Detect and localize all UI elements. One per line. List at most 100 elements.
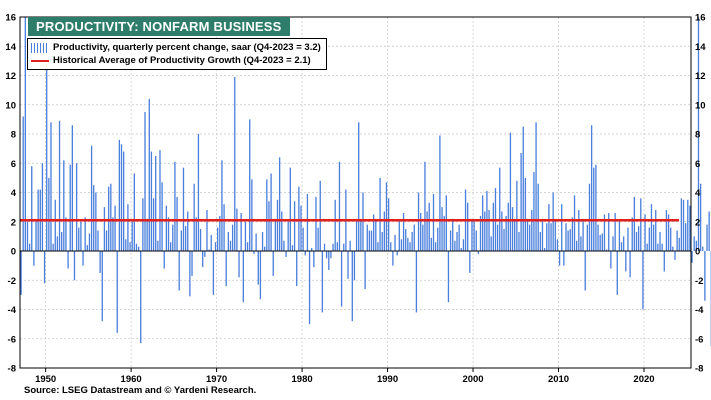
bar	[114, 205, 116, 251]
bar	[31, 166, 33, 251]
y-tick-label-right: 14	[695, 42, 706, 53]
bar	[332, 243, 334, 251]
x-tick-label: 2020	[633, 374, 654, 385]
bar	[422, 224, 424, 251]
chart-title: PRODUCTIVITY: NONFARM BUSINESS	[28, 17, 290, 36]
bar	[415, 251, 418, 313]
bar	[35, 220, 37, 251]
bar	[289, 167, 291, 251]
bar	[539, 231, 541, 251]
bar	[71, 125, 74, 251]
bar	[400, 239, 403, 251]
bar	[176, 196, 178, 251]
bar	[383, 211, 386, 251]
bar	[99, 251, 101, 273]
bar	[330, 251, 332, 259]
y-tick-label-left: 12	[5, 71, 16, 82]
bar	[169, 242, 172, 251]
y-tick-label-right: -4	[695, 305, 704, 316]
bar	[473, 220, 475, 251]
bar	[148, 98, 150, 252]
bar	[43, 251, 46, 284]
bar	[407, 237, 409, 251]
bar	[278, 157, 281, 251]
y-tick-label-left: 8	[11, 130, 16, 141]
bar	[588, 183, 591, 251]
bar	[661, 243, 663, 251]
bar	[157, 240, 159, 251]
bar	[398, 220, 400, 251]
bar	[518, 231, 520, 251]
bar	[46, 57, 48, 252]
bar	[270, 173, 272, 251]
bar	[405, 229, 407, 251]
bar	[379, 177, 381, 252]
bar	[362, 192, 364, 251]
bar	[234, 76, 236, 252]
x-tick-label: 1980	[292, 374, 313, 385]
bar	[240, 212, 242, 251]
bar	[317, 227, 319, 251]
bar	[447, 251, 450, 303]
bar	[296, 251, 298, 287]
bar	[195, 217, 197, 251]
bar	[490, 236, 492, 252]
bar	[648, 227, 650, 251]
bar	[537, 183, 539, 251]
bar	[586, 224, 589, 251]
bar	[300, 205, 302, 251]
bar	[61, 231, 63, 251]
bar	[336, 242, 338, 251]
bar	[236, 208, 238, 251]
bar	[481, 195, 484, 251]
y-tick-label-left: 14	[5, 42, 16, 53]
bar	[488, 210, 490, 251]
bar	[108, 186, 110, 251]
bar	[646, 243, 648, 251]
legend-item-average: Historical Average of Productivity Growt…	[31, 54, 321, 67]
y-tick-label-right: 0	[695, 247, 700, 258]
bar	[266, 179, 268, 251]
bar	[58, 120, 61, 251]
bar	[663, 251, 665, 272]
bar	[368, 230, 371, 251]
legend-label-average: Historical Average of Productivity Growt…	[53, 55, 311, 66]
bar	[69, 164, 71, 251]
bar	[616, 251, 618, 295]
bar	[580, 236, 582, 252]
bar	[86, 245, 88, 251]
bar	[702, 246, 704, 251]
bar	[496, 224, 499, 251]
bar	[590, 125, 593, 251]
y-tick-label-left: 10	[5, 100, 16, 111]
bar	[597, 224, 599, 251]
bar	[48, 177, 50, 252]
bar	[417, 192, 420, 251]
bar	[689, 205, 691, 251]
bar	[424, 161, 426, 251]
bar	[88, 233, 91, 251]
bar	[509, 132, 512, 251]
bar	[614, 212, 616, 251]
bar	[652, 224, 655, 251]
y-tick-label-right: -6	[695, 334, 703, 345]
bar	[257, 251, 259, 285]
bar	[253, 251, 255, 254]
bar	[511, 207, 514, 252]
bar	[353, 251, 356, 281]
bar	[210, 234, 212, 251]
bar	[351, 251, 353, 322]
bar	[441, 207, 443, 252]
bar	[366, 224, 368, 251]
bar	[608, 212, 610, 251]
bar	[428, 202, 430, 251]
bar	[191, 251, 193, 276]
bar	[430, 237, 433, 251]
bar	[103, 207, 106, 252]
bar	[155, 155, 157, 251]
bar	[520, 153, 522, 251]
bar	[50, 122, 52, 251]
bar	[629, 251, 631, 278]
bar	[110, 183, 112, 251]
y-tick-label-left: 2	[11, 217, 16, 228]
